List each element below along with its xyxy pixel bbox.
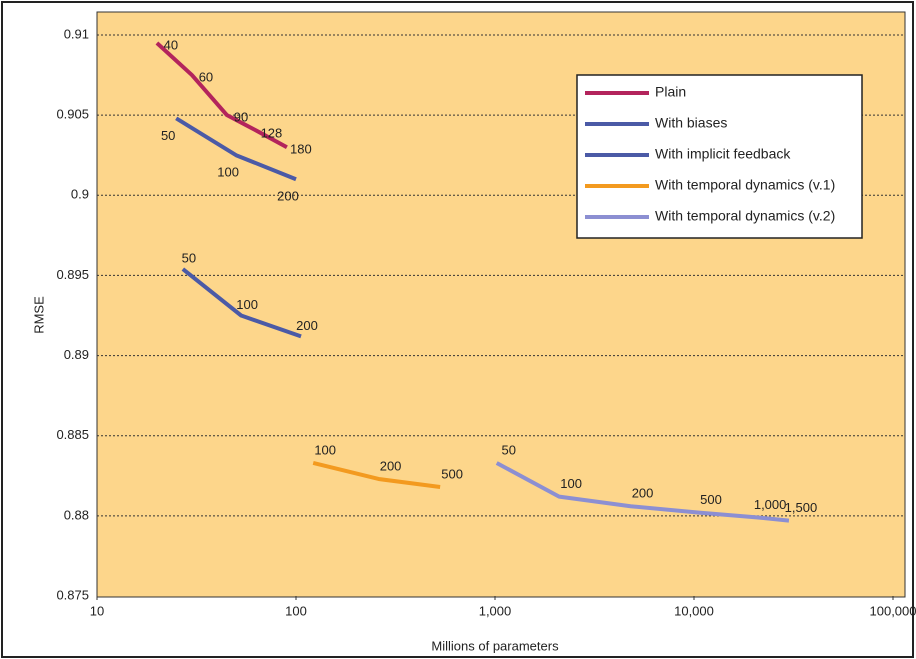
point-label: 100	[314, 442, 336, 457]
point-label: 50	[161, 128, 175, 143]
x-tick-label: 10	[90, 603, 104, 618]
y-tick-label: 0.89	[64, 347, 89, 362]
y-tick-label: 0.895	[56, 267, 89, 282]
point-label: 1,000	[754, 497, 787, 512]
series-line	[181, 267, 302, 339]
point-label: 200	[296, 318, 318, 333]
x-axis-label: Millions of parameters	[431, 638, 559, 653]
series-line	[155, 41, 288, 149]
y-tick-label: 0.88	[64, 507, 89, 522]
x-tick-label: 100,000	[870, 603, 916, 618]
x-tick-label: 1,000	[479, 603, 512, 618]
series-line	[312, 461, 441, 489]
point-label: 200	[380, 458, 402, 473]
point-label: 100	[217, 165, 239, 180]
legend-label: With temporal dynamics (v.2)	[655, 208, 835, 224]
point-label: 40	[164, 37, 178, 52]
series-line	[495, 461, 790, 523]
point-label: 500	[441, 466, 463, 481]
y-axis-label: RMSE	[31, 296, 46, 334]
point-label: 128	[261, 126, 283, 141]
x-tick-label: 100	[285, 603, 307, 618]
point-label: 200	[277, 189, 299, 204]
legend-label: With temporal dynamics (v.1)	[655, 177, 835, 193]
legend-label: Plain	[655, 84, 686, 100]
point-label: 100	[560, 476, 582, 491]
legend-label: With biases	[655, 115, 727, 131]
legend-label: With implicit feedback	[655, 146, 791, 162]
point-label: 200	[632, 486, 654, 501]
y-tick-label: 0.885	[56, 427, 89, 442]
y-tick-label: 0.91	[64, 26, 89, 41]
y-tick-label: 0.9	[71, 187, 89, 202]
point-label: 180	[290, 142, 312, 157]
point-label: 100	[236, 297, 258, 312]
point-label: 500	[700, 492, 722, 507]
y-tick-label: 0.875	[56, 587, 89, 602]
y-tick-label: 0.905	[56, 107, 89, 122]
point-label: 90	[234, 110, 248, 125]
series-line	[175, 116, 297, 182]
point-label: 50	[182, 250, 196, 265]
x-tick-label: 10,000	[674, 603, 714, 618]
point-label: 50	[501, 442, 515, 457]
point-label: 60	[199, 70, 213, 85]
point-label: 1,500	[785, 500, 818, 515]
